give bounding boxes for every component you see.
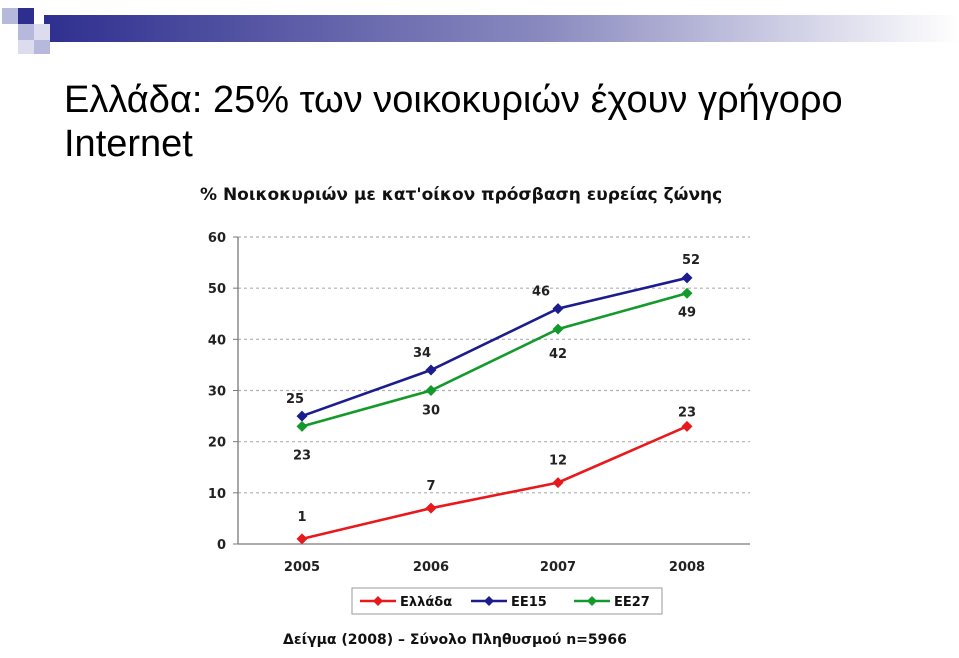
data-label: 23 bbox=[293, 448, 311, 463]
data-label: 49 bbox=[678, 305, 696, 320]
data-point bbox=[681, 272, 693, 284]
legend-marker bbox=[373, 596, 383, 606]
series-2: 25 34 46 52 bbox=[286, 253, 700, 422]
data-point bbox=[681, 420, 693, 432]
slide-title: Ελλάδα: 25% των νοικοκυριών έχουν γρήγορ… bbox=[64, 79, 843, 165]
data-label: 34 bbox=[413, 346, 431, 361]
y-tick-label: 30 bbox=[208, 385, 226, 400]
legend-marker bbox=[484, 596, 494, 606]
header-band bbox=[2, 8, 959, 54]
data-point bbox=[425, 385, 437, 396]
x-tick-label: 2006 bbox=[413, 560, 449, 575]
legend: Ελλάδα ΕΕ15 ΕΕ27 bbox=[351, 587, 663, 615]
data-point bbox=[552, 477, 564, 489]
y-tick-label: 60 bbox=[208, 231, 226, 246]
y-tick-label: 0 bbox=[217, 538, 226, 553]
legend-label: Ελλάδα bbox=[400, 595, 452, 610]
x-tick-label: 2005 bbox=[284, 560, 320, 575]
y-tick-label: 50 bbox=[208, 282, 226, 297]
legend-marker bbox=[587, 596, 597, 606]
series-line bbox=[301, 425, 688, 541]
series-1: 1 7 12 23 bbox=[296, 405, 696, 545]
data-label: 52 bbox=[682, 253, 700, 268]
data-point bbox=[552, 303, 564, 315]
series-line bbox=[301, 276, 688, 418]
logo-squares-icon bbox=[2, 8, 50, 54]
data-label: 25 bbox=[286, 392, 304, 407]
y-tick-label: 10 bbox=[208, 487, 226, 502]
data-point bbox=[296, 420, 308, 432]
x-tick-label: 2007 bbox=[540, 560, 576, 575]
chart-title: % Νοικοκυριών με κατ'οίκον πρόσβαση ευρε… bbox=[200, 185, 722, 205]
data-point bbox=[681, 287, 693, 299]
chart-footnote: Δείγμα (2008) – Σύνολο Πληθυσμού n=5966 bbox=[283, 632, 627, 648]
data-label: 42 bbox=[549, 347, 567, 362]
y-tick-label: 40 bbox=[208, 333, 226, 348]
legend-label: ΕΕ27 bbox=[614, 595, 650, 610]
series-line bbox=[301, 292, 688, 428]
header-gradient-bar bbox=[40, 15, 959, 42]
data-label: 1 bbox=[297, 510, 306, 525]
series-3: 23 30 42 49 bbox=[293, 287, 696, 463]
data-point bbox=[296, 533, 308, 545]
data-point bbox=[552, 323, 564, 335]
data-point bbox=[296, 410, 308, 422]
y-tick-label: 20 bbox=[208, 436, 226, 451]
data-label: 30 bbox=[422, 404, 440, 419]
data-label: 46 bbox=[532, 285, 550, 300]
data-point bbox=[425, 502, 437, 514]
x-tick-label: 2008 bbox=[669, 560, 705, 575]
data-label: 23 bbox=[678, 405, 696, 420]
data-label: 12 bbox=[549, 454, 567, 469]
legend-label: ΕΕ15 bbox=[511, 595, 547, 610]
data-point bbox=[425, 364, 437, 376]
data-label: 7 bbox=[426, 479, 435, 494]
